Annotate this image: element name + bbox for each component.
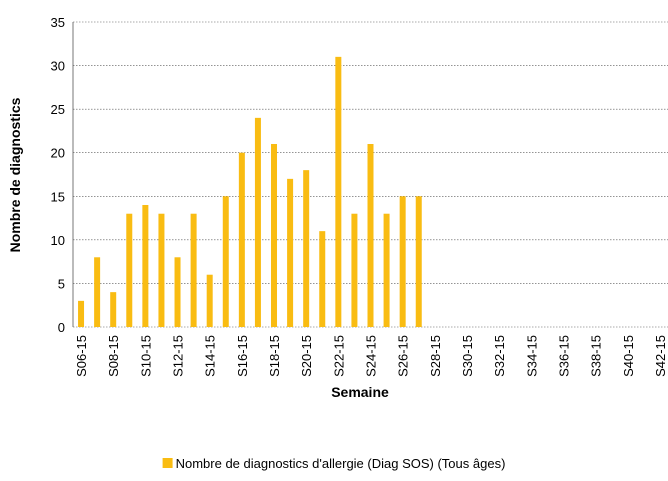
x-tick-label: S30-15 <box>460 335 475 377</box>
bar <box>383 213 390 327</box>
bar <box>206 274 213 327</box>
y-tick-label: 25 <box>51 102 65 117</box>
bar <box>303 170 310 327</box>
x-tick-label: S38-15 <box>589 335 604 377</box>
y-tick-label: 10 <box>51 233 65 248</box>
y-tick-label: 30 <box>51 59 65 74</box>
x-tick-label: S10-15 <box>138 335 153 377</box>
x-tick-label: S34-15 <box>524 335 539 377</box>
x-tick-label: S08-15 <box>106 335 121 377</box>
bar <box>142 205 149 327</box>
bar <box>335 56 342 327</box>
x-tick-label: S14-15 <box>203 335 218 377</box>
legend-label: Nombre de diagnostics d'allergie (Diag S… <box>176 456 506 471</box>
bar <box>222 196 229 327</box>
bar <box>351 213 358 327</box>
y-tick-label: 0 <box>58 320 65 335</box>
y-tick-label: 20 <box>51 146 65 161</box>
x-tick-label: S18-15 <box>267 335 282 377</box>
x-tick-label: S36-15 <box>556 335 571 377</box>
bar <box>78 300 85 327</box>
x-tick-label: S40-15 <box>621 335 636 377</box>
bar <box>174 257 181 327</box>
legend-swatch <box>162 458 173 468</box>
bar <box>254 117 261 327</box>
bar <box>158 213 165 327</box>
y-axis-title: Nombre de diagnostics <box>7 97 23 252</box>
bar <box>238 152 245 327</box>
bar <box>287 178 294 327</box>
x-tick-label: S26-15 <box>396 335 411 377</box>
y-tick-label: 15 <box>51 189 65 204</box>
bar <box>367 144 374 327</box>
bar <box>415 196 422 327</box>
y-tick-label: 5 <box>58 276 65 291</box>
bar <box>271 144 278 327</box>
x-tick-label: S28-15 <box>428 335 443 377</box>
x-tick-label: S32-15 <box>492 335 507 377</box>
x-tick-label: S12-15 <box>171 335 186 377</box>
x-tick-label: S06-15 <box>74 335 89 377</box>
bar <box>190 213 197 327</box>
bar <box>110 292 117 327</box>
bar <box>399 196 406 327</box>
x-tick-label: S22-15 <box>331 335 346 377</box>
x-tick-label: S16-15 <box>235 335 250 377</box>
y-tick-label: 35 <box>51 15 65 30</box>
bar <box>319 231 326 327</box>
bar <box>126 213 133 327</box>
x-tick-label: S20-15 <box>299 335 314 377</box>
x-axis-title: Semaine <box>331 384 389 400</box>
x-tick-label: S42-15 <box>653 335 668 377</box>
bar <box>94 257 101 327</box>
x-tick-label: S24-15 <box>364 335 379 377</box>
